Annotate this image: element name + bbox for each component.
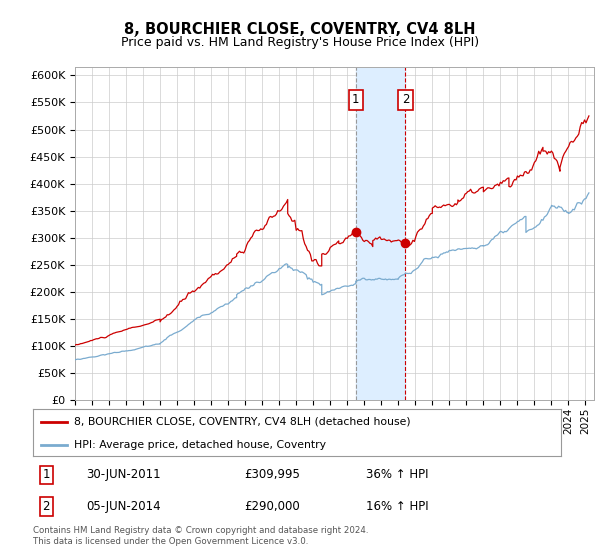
- Text: £290,000: £290,000: [244, 500, 300, 513]
- Text: 30-JUN-2011: 30-JUN-2011: [86, 468, 160, 481]
- Text: 8, BOURCHIER CLOSE, COVENTRY, CV4 8LH (detached house): 8, BOURCHIER CLOSE, COVENTRY, CV4 8LH (d…: [74, 417, 411, 427]
- Bar: [356, 67, 406, 400]
- Text: 8, BOURCHIER CLOSE, COVENTRY, CV4 8LH: 8, BOURCHIER CLOSE, COVENTRY, CV4 8LH: [124, 22, 476, 38]
- Text: 36% ↑ HPI: 36% ↑ HPI: [365, 468, 428, 481]
- Text: Contains HM Land Registry data © Crown copyright and database right 2024.
This d: Contains HM Land Registry data © Crown c…: [33, 526, 368, 546]
- Text: 05-JUN-2014: 05-JUN-2014: [86, 500, 160, 513]
- Text: Price paid vs. HM Land Registry's House Price Index (HPI): Price paid vs. HM Land Registry's House …: [121, 36, 479, 49]
- Text: HPI: Average price, detached house, Coventry: HPI: Average price, detached house, Cove…: [74, 440, 326, 450]
- Text: 16% ↑ HPI: 16% ↑ HPI: [365, 500, 428, 513]
- Text: 1: 1: [43, 468, 50, 481]
- Text: 1: 1: [352, 93, 359, 106]
- Text: 2: 2: [402, 93, 409, 106]
- Text: 2: 2: [43, 500, 50, 513]
- Text: £309,995: £309,995: [244, 468, 300, 481]
